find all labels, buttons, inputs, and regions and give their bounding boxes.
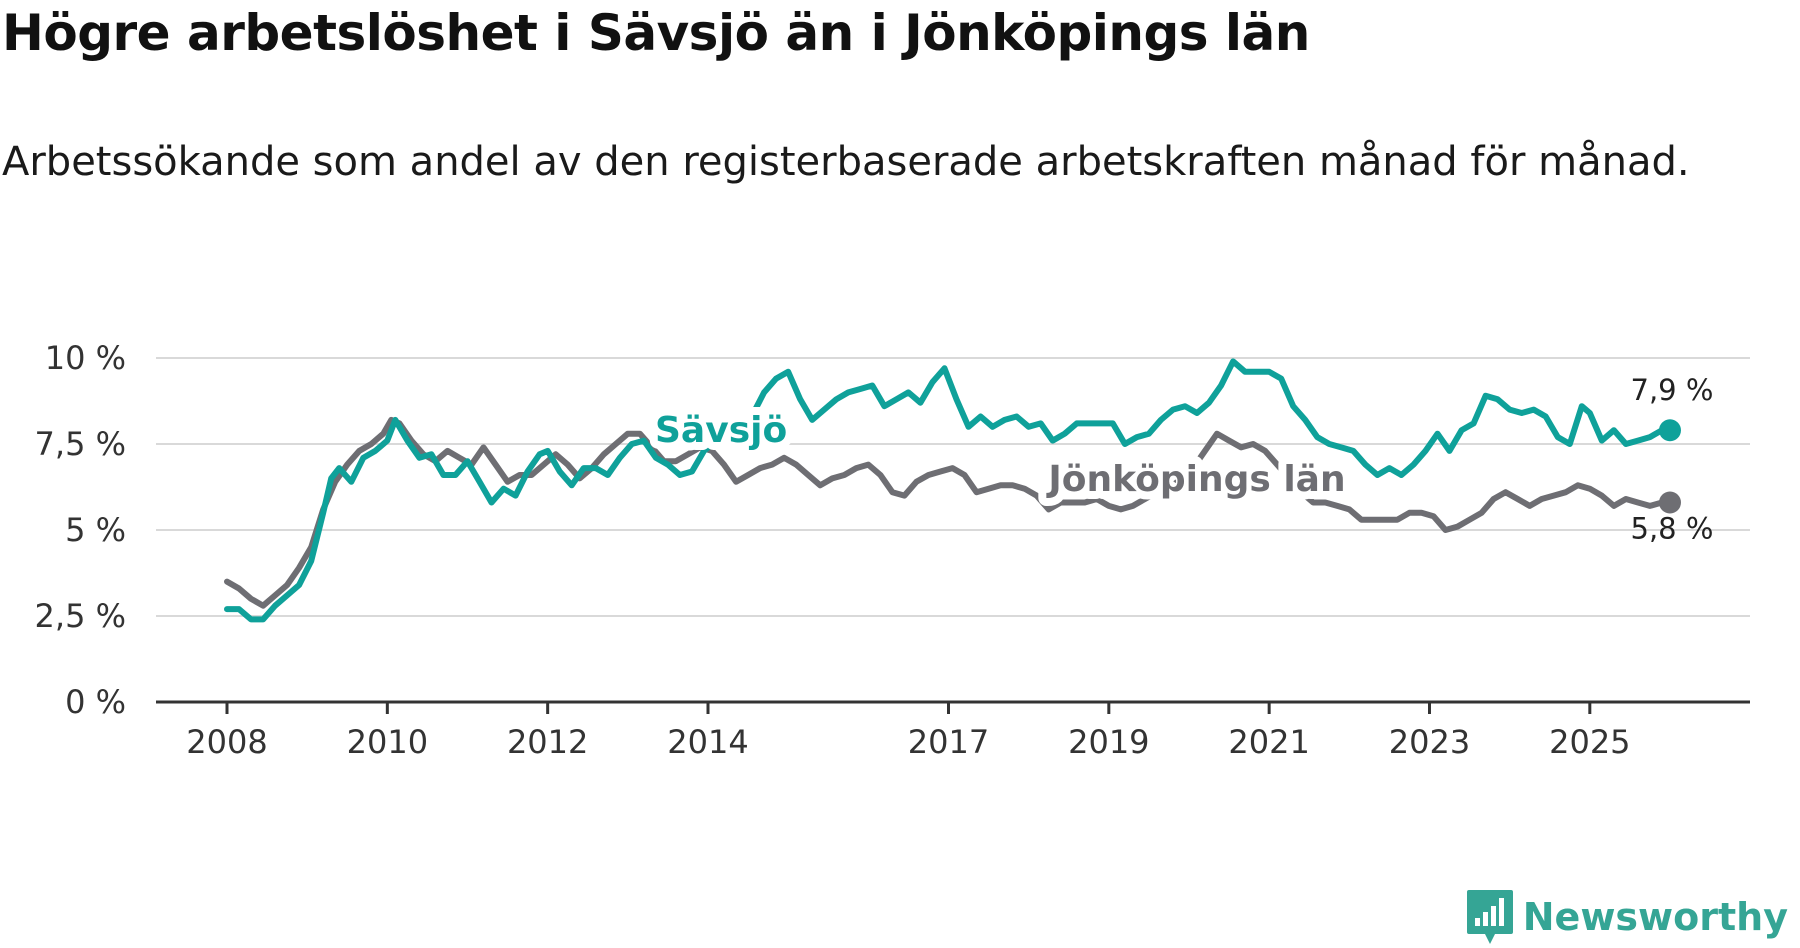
chart-subtitle: Arbetssökande som andel av den registerb… [2, 139, 1690, 185]
series-line-savsjo [224, 358, 1673, 623]
y-tick-label: 0 % [65, 683, 126, 721]
y-tick-label: 10 % [45, 339, 126, 377]
x-tick-label: 2008 [186, 723, 267, 761]
x-tick-label: 2012 [507, 723, 588, 761]
series-lines [224, 358, 1681, 623]
x-tick-label: 2019 [1068, 723, 1149, 761]
y-axis-ticks: 0 % 2,5 % 5 % 7,5 % 10 % [35, 339, 126, 721]
x-tick-label: 2017 [908, 723, 989, 761]
series-name-label: Jönköpings län [1045, 459, 1345, 500]
newsworthy-chart-icon [1466, 890, 1513, 944]
x-tick-label: 2023 [1389, 723, 1470, 761]
x-tick-label: 2010 [347, 723, 428, 761]
series-end-label: 5,8 % [1631, 511, 1714, 545]
series-end-point [1658, 419, 1681, 442]
series-label-halo: Jönköpings län [1045, 459, 1345, 500]
y-tick-label: 2,5 % [35, 597, 126, 635]
gridlines [156, 357, 1750, 617]
x-tick-label: 2025 [1549, 723, 1630, 761]
x-tick-label: 2021 [1228, 723, 1309, 761]
newsworthy-logo: Newsworthy [1465, 886, 1788, 948]
x-axis: 2008 2010 2012 2014 2017 2019 2021 2023 2025 [156, 700, 1750, 761]
y-tick-label: 5 % [65, 511, 126, 549]
y-tick-label: 7,5 % [35, 425, 126, 463]
logo-text: Newsworthy [1522, 895, 1788, 939]
chart-title: Högre arbetslöshet i Sävsjö än i Jönköpi… [2, 4, 1310, 62]
series-label-halo: Sävsjö [655, 410, 787, 451]
series-line-jonkopings-lan [224, 416, 1673, 609]
series-name-label: Sävsjö [655, 410, 787, 451]
series-end-point [1658, 491, 1681, 514]
x-tick-label: 2014 [667, 723, 748, 761]
series-end-label: 7,9 % [1631, 373, 1714, 407]
